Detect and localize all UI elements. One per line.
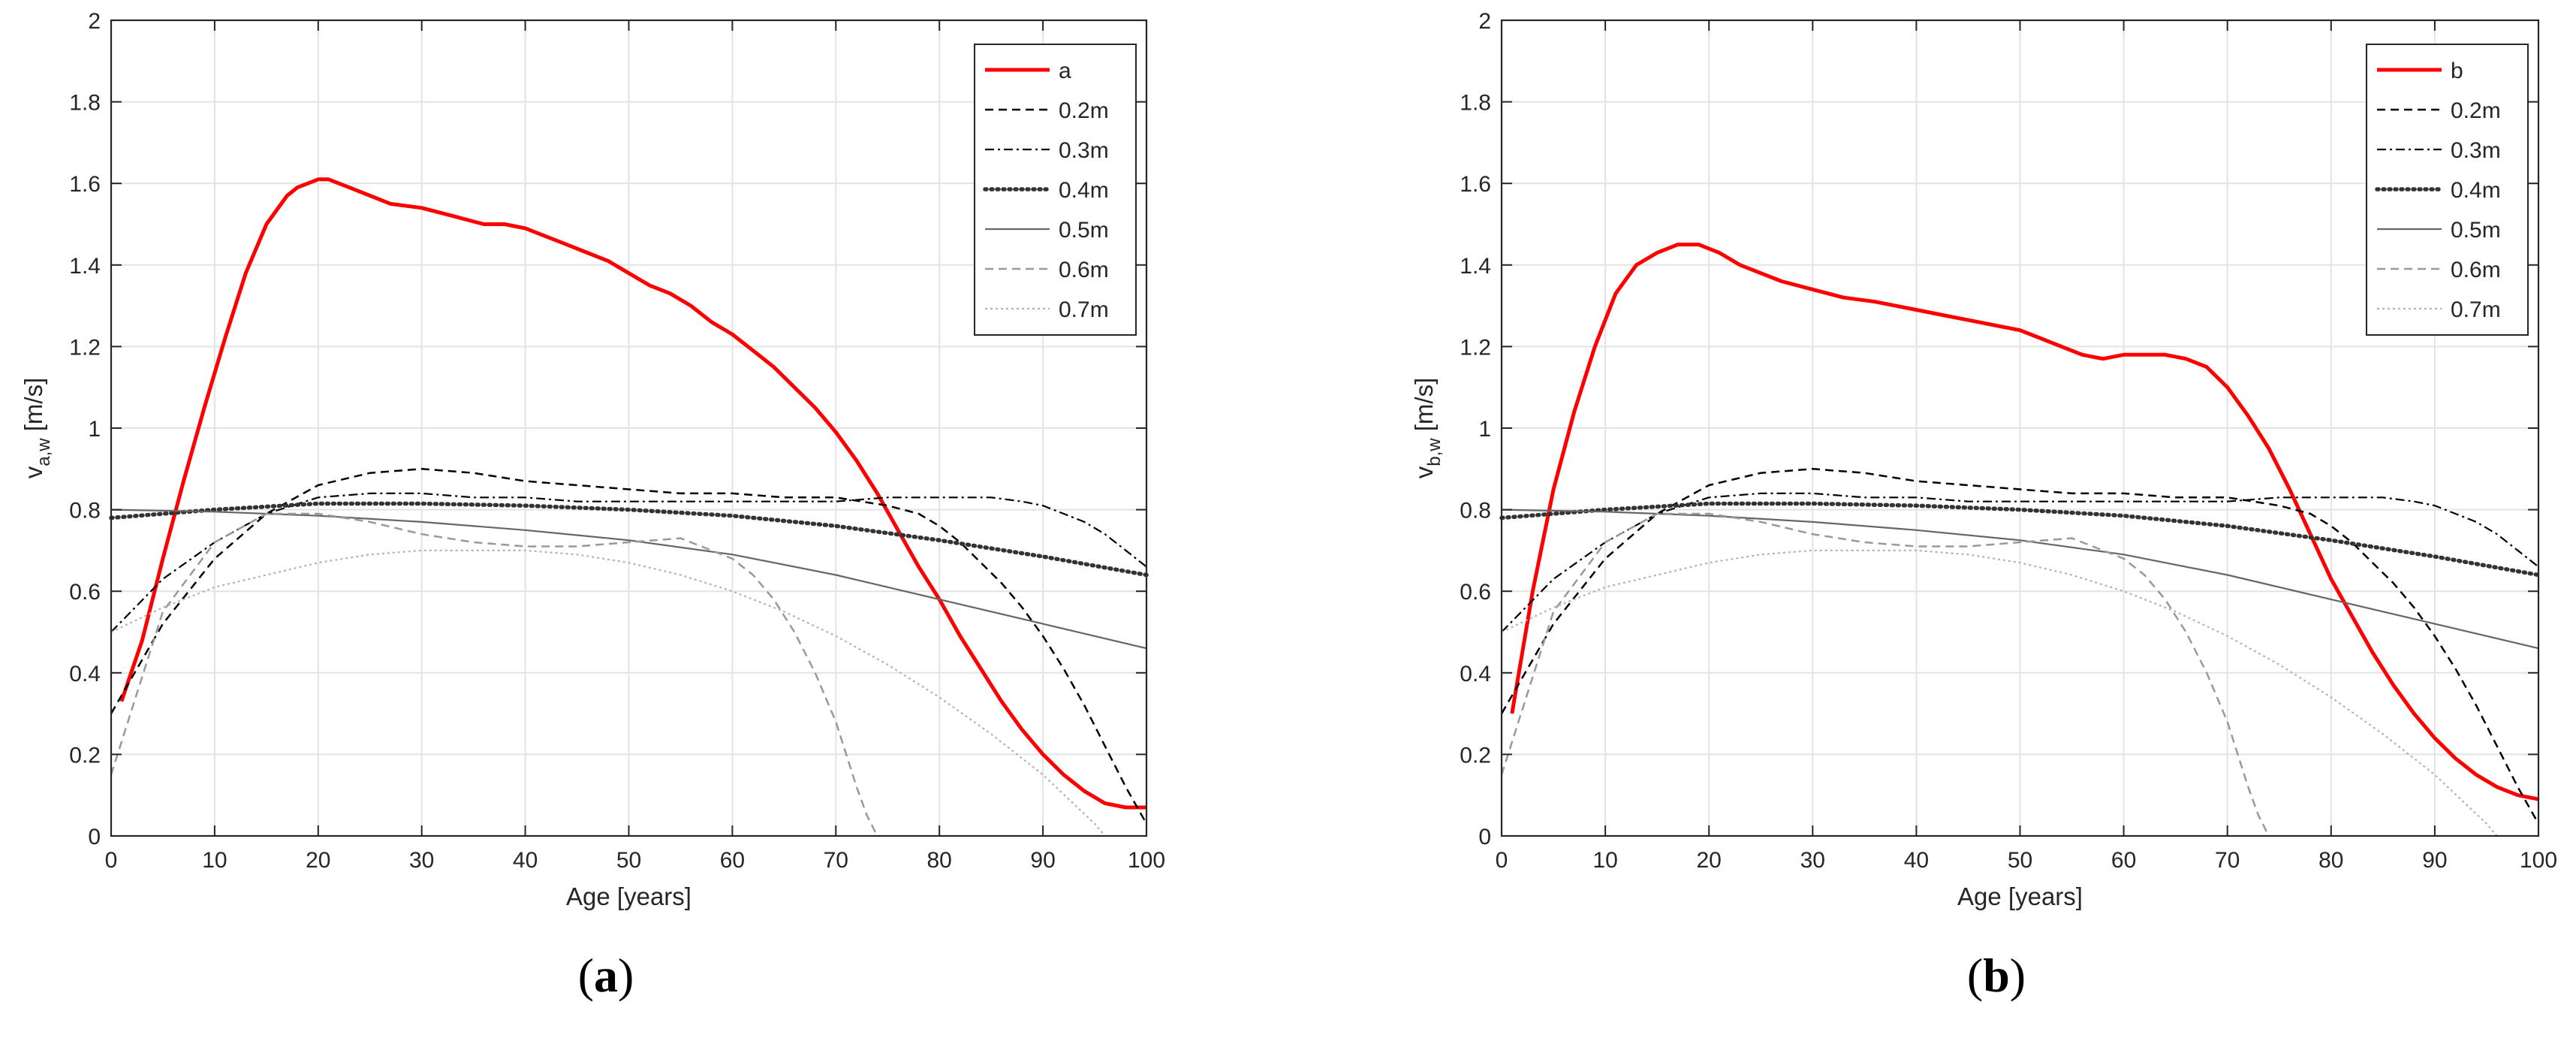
x-tick-label: 50 [616,848,641,873]
series-line-0.6m [1500,512,2270,837]
x-tick-label: 40 [1904,848,1929,873]
x-tick-label: 20 [1697,848,1722,873]
x-tick-label: 0 [1496,848,1508,873]
x-tick-label: 60 [720,848,745,873]
series-line-0.4m [109,501,1149,578]
y-tick-label: 0.6 [69,580,101,605]
series-line-0.2m [110,468,1148,825]
series-line-0.6m [110,512,878,837]
legend-label: 0.5m [2451,218,2501,243]
legend: a 0.2m 0.3m 0.4m 0.5m 0.6m 0.7m [974,44,1137,336]
legend-label: 0.4m [2451,178,2501,203]
series-line-0.5m [1501,508,2539,650]
y-tick-label: 0.4 [69,662,101,686]
legend-label: 0.7m [2451,297,2501,322]
y-tick-label: 0.8 [1460,499,1491,524]
y-tick-label: 1.2 [1460,335,1491,360]
x-axis-label: Age [years] [1957,883,2083,910]
x-tick-label: 90 [1030,848,1055,873]
legend-label: 0.3m [1059,138,1109,163]
legend-label: 0.2m [2451,98,2501,123]
legend-label: a [1059,59,1071,83]
caption-a-close: ) [618,949,634,1002]
y-tick-label: 2 [88,9,101,34]
y-tick-label: 1.6 [1460,172,1491,197]
y-tick-label: 0 [1478,825,1491,849]
x-tick-label: 10 [1592,848,1617,873]
caption-a: (a) [493,948,719,1003]
y-tick-label: 0.8 [69,499,101,524]
y-tick-label: 1.8 [69,91,101,116]
series-line-0.4m [1499,501,2541,578]
y-tick-label: 0.6 [1460,580,1491,605]
chart-panel-b: 0 10 20 30 40 50 60 70 80 90 100 0 0.2 0.4 0.6 0.8 1 1.2 1… [1410,9,2557,910]
series-line-0.3m [110,492,1147,633]
y-axis-label: va,w [m/s] [20,378,54,479]
legend-label: 0.5m [1059,218,1109,243]
legend-label: 0.7m [1059,297,1109,322]
y-tick-label: 2 [1478,9,1491,34]
series-line-0.2m [1500,468,2540,825]
y-tick-label: 1.6 [69,172,101,197]
y-tick-label: 1.4 [69,254,101,279]
legend-label: 0.6m [1059,258,1109,282]
y-tick-label: 1 [1478,417,1491,442]
legend-label: 0.3m [2451,138,2501,163]
legend-label: b [2451,59,2463,83]
caption-b-open: ( [1966,949,1984,1002]
series-line-0.3m [1501,492,2539,633]
caption-b-close: ) [2009,949,2026,1002]
y-tick-label: 0.2 [69,743,101,768]
x-tick-label: 70 [2215,848,2240,873]
legend-label: 0.2m [1059,98,1109,123]
legend-label: 0.6m [2451,258,2501,282]
y-tick-label: 0.4 [1460,662,1491,686]
y-tick-label: 0.2 [1460,743,1491,768]
legend-label: 0.4m [1059,178,1109,203]
x-tick-label: 50 [2008,848,2032,873]
series-line-0.5m [110,508,1147,650]
x-tick-label: 70 [824,848,848,873]
x-tick-label: 20 [306,848,330,873]
series-line-a [119,177,1146,810]
x-axis-label: Age [years] [566,883,691,910]
y-tick-label: 1 [88,417,101,442]
x-tick-label: 10 [202,848,227,873]
chart-panel-a: 0 10 20 30 40 50 60 70 80 90 100 0 0.2 0.4 0.6 0.8 1 1.2 1… [20,9,1165,910]
x-tick-label: 80 [927,848,952,873]
x-tick-label: 60 [2111,848,2136,873]
caption-b: (b) [1884,948,2109,1003]
x-tick-label: 80 [2318,848,2343,873]
x-tick-label: 100 [2520,848,2557,873]
legend: b 0.2m 0.3m 0.4m 0.5m 0.6m 0.7m [2366,44,2529,336]
x-tick-label: 40 [513,848,538,873]
caption-b-letter: b [1983,949,2010,1002]
y-tick-label: 0 [88,825,101,849]
y-tick-label: 1.4 [1460,254,1491,279]
x-tick-label: 0 [105,848,118,873]
y-tick-label: 1.8 [1460,91,1491,116]
caption-a-open: ( [577,949,594,1002]
x-tick-label: 100 [1128,848,1165,873]
series-line-0.7m [110,549,1106,837]
x-tick-label: 90 [2422,848,2447,873]
x-tick-label: 30 [409,848,434,873]
y-tick-label: 1.2 [69,335,101,360]
caption-a-letter: a [594,949,618,1002]
x-tick-label: 30 [1800,848,1825,873]
series-line-b [1510,243,2539,801]
y-axis-label: vb,w [m/s] [1410,378,1445,479]
series-line-0.7m [1501,549,2498,837]
